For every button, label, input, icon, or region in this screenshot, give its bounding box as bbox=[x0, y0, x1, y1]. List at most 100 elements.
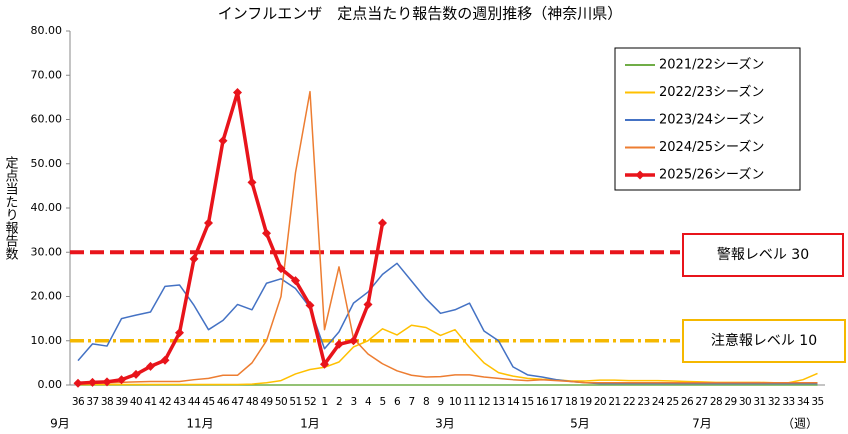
y-tick-label: 0.00 bbox=[38, 378, 63, 391]
x-tick-label: 22 bbox=[623, 396, 635, 408]
x-tick-label: 23 bbox=[637, 396, 649, 408]
x-tick-label: 52 bbox=[304, 396, 316, 408]
month-label: 5月 bbox=[570, 417, 590, 431]
month-label: （週） bbox=[782, 417, 818, 431]
x-tick-label: 12 bbox=[478, 396, 490, 408]
marker bbox=[204, 218, 213, 228]
reference-label: 警報レベル 30 bbox=[717, 247, 809, 263]
x-tick-label: 26 bbox=[681, 396, 694, 408]
month-label: 9月 bbox=[50, 417, 70, 431]
marker bbox=[363, 299, 373, 309]
marker bbox=[247, 177, 257, 187]
x-tick-label: 33 bbox=[782, 396, 794, 408]
x-tick-label: 51 bbox=[289, 396, 301, 408]
y-tick-label: 30.00 bbox=[31, 245, 63, 258]
x-tick-label: 39 bbox=[115, 396, 127, 408]
legend-label: 2022/23シーズン bbox=[659, 84, 764, 100]
x-tick-label: 20 bbox=[594, 396, 606, 408]
x-tick-label: 6 bbox=[394, 396, 401, 408]
marker bbox=[160, 355, 170, 365]
x-tick-label: 5 bbox=[379, 396, 385, 408]
x-tick-label: 2 bbox=[336, 396, 342, 408]
month-label: 1月 bbox=[300, 417, 320, 431]
x-tick-label: 28 bbox=[710, 396, 722, 408]
x-tick-label: 46 bbox=[217, 396, 230, 408]
x-tick-label: 24 bbox=[652, 396, 665, 408]
x-tick-label: 49 bbox=[260, 396, 272, 408]
marker bbox=[131, 369, 141, 379]
x-tick-label: 43 bbox=[173, 396, 185, 408]
legend-marker bbox=[635, 170, 645, 180]
legend-label: 2025/26シーズン bbox=[659, 167, 764, 183]
y-tick-label: 10.00 bbox=[31, 334, 63, 347]
reference-label: 注意報レベル 10 bbox=[711, 332, 817, 349]
x-tick-label: 45 bbox=[202, 396, 214, 408]
x-tick-label: 7 bbox=[408, 396, 414, 408]
marker bbox=[305, 300, 315, 310]
x-tick-label: 37 bbox=[86, 396, 98, 408]
x-tick-label: 47 bbox=[231, 396, 243, 408]
y-axis-label: 定点当たり報告数 bbox=[3, 156, 19, 260]
x-tick-label: 35 bbox=[811, 396, 823, 408]
legend-label: 2021/22シーズン bbox=[659, 57, 764, 73]
x-tick-label: 10 bbox=[449, 396, 461, 408]
x-tick-label: 8 bbox=[423, 396, 429, 408]
x-tick-label: 41 bbox=[144, 396, 156, 408]
x-tick-label: 48 bbox=[246, 396, 258, 408]
marker bbox=[349, 336, 358, 346]
x-tick-label: 25 bbox=[666, 396, 678, 408]
x-tick-label: 9 bbox=[437, 396, 443, 408]
x-tick-label: 1 bbox=[321, 396, 327, 408]
marker bbox=[334, 339, 344, 349]
x-tick-label: 21 bbox=[608, 396, 620, 408]
x-tick-label: 42 bbox=[159, 396, 171, 408]
series-line bbox=[77, 262, 818, 385]
x-tick-label: 38 bbox=[101, 396, 113, 408]
y-tick-label: 80.00 bbox=[31, 24, 63, 37]
x-tick-label: 19 bbox=[579, 396, 591, 408]
marker bbox=[291, 276, 300, 286]
marker bbox=[262, 228, 271, 238]
marker bbox=[218, 136, 228, 146]
x-tick-label: 3 bbox=[350, 396, 356, 408]
y-tick-label: 50.00 bbox=[31, 157, 63, 170]
x-tick-label: 13 bbox=[492, 396, 504, 408]
x-tick-label: 11 bbox=[463, 396, 475, 408]
marker bbox=[146, 361, 155, 371]
y-tick-label: 60.00 bbox=[31, 113, 63, 126]
month-label: 7月 bbox=[692, 417, 712, 431]
x-tick-label: 18 bbox=[565, 396, 577, 408]
series-line bbox=[77, 90, 818, 385]
x-tick-label: 40 bbox=[130, 396, 142, 408]
series-line bbox=[78, 324, 818, 386]
x-tick-label: 50 bbox=[275, 396, 287, 408]
x-tick-label: 30 bbox=[739, 396, 751, 408]
marker bbox=[88, 377, 97, 387]
legend-label: 2024/25シーズン bbox=[659, 139, 764, 155]
x-tick-label: 29 bbox=[724, 396, 736, 408]
x-tick-label: 14 bbox=[507, 396, 520, 408]
marker bbox=[320, 359, 329, 369]
marker bbox=[73, 378, 83, 388]
reference-box bbox=[682, 319, 846, 363]
marker bbox=[233, 88, 242, 98]
x-tick-label: 4 bbox=[365, 396, 372, 408]
month-label: 3月 bbox=[435, 417, 455, 431]
x-tick-label: 36 bbox=[72, 396, 85, 408]
series-line bbox=[77, 90, 385, 385]
y-tick-label: 40.00 bbox=[31, 201, 63, 214]
x-tick-label: 17 bbox=[550, 396, 562, 408]
marker bbox=[276, 264, 286, 274]
x-tick-label: 44 bbox=[188, 396, 201, 408]
marker bbox=[175, 328, 184, 338]
x-tick-label: 32 bbox=[768, 396, 780, 408]
chart-title: インフルエンザ 定点当たり報告数の週別推移（神奈川県） bbox=[218, 5, 623, 23]
x-tick-label: 27 bbox=[695, 396, 707, 408]
x-tick-label: 31 bbox=[753, 396, 765, 408]
month-label: 11月 bbox=[186, 417, 213, 431]
marker bbox=[102, 377, 112, 387]
marker bbox=[189, 254, 199, 264]
legend-label: 2023/24シーズン bbox=[659, 112, 764, 128]
y-tick-label: 20.00 bbox=[31, 290, 63, 303]
